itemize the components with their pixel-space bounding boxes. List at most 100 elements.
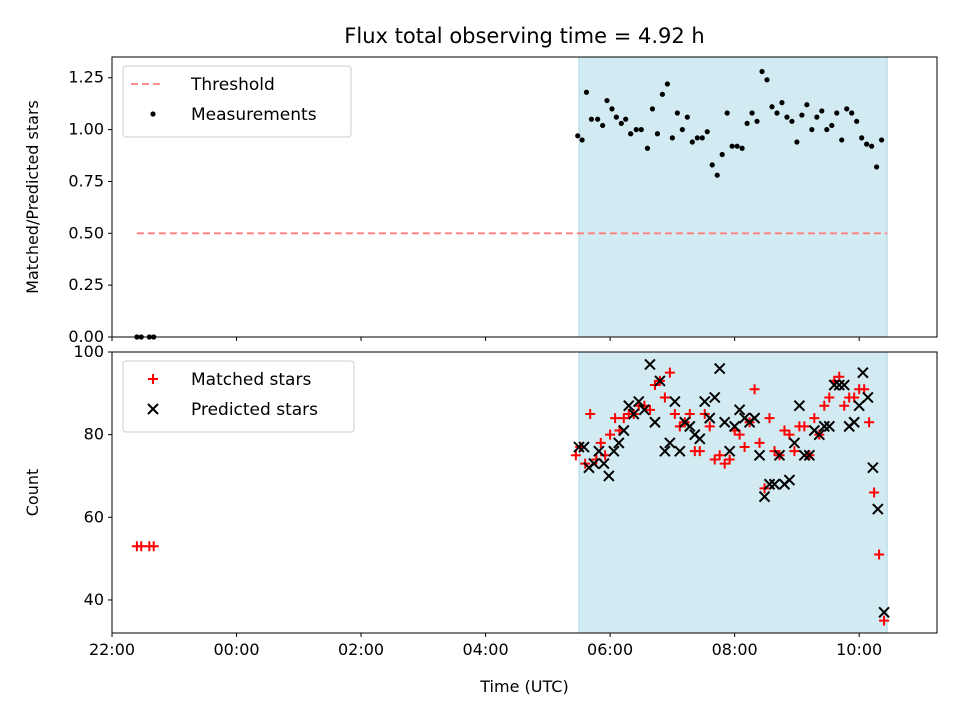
predicted-stars-point [793, 400, 806, 412]
legend-marker [150, 111, 156, 117]
predicted-stars-point [713, 362, 726, 375]
matched-stars-point [879, 615, 890, 626]
matched-stars-point [864, 417, 875, 428]
measurements-point [814, 114, 820, 120]
predicted-stars-point [674, 445, 686, 457]
matched-stars-point [714, 450, 725, 461]
measurements-point [804, 102, 810, 108]
measurements-point [849, 110, 855, 116]
y-tick-label: 60 [84, 507, 104, 526]
predicted-stars-point [728, 420, 741, 433]
predicted-stars-point [788, 437, 801, 449]
measurements-point [633, 126, 639, 133]
matched-stars-point [724, 454, 735, 465]
measurements-point [664, 81, 670, 87]
measurements-point [654, 131, 661, 137]
measurements-point [764, 77, 770, 83]
matched-stars-point [585, 408, 596, 419]
legend-box [122, 360, 355, 433]
measurements-point [784, 114, 790, 120]
measurements-point [854, 118, 860, 124]
measurements-point [864, 141, 870, 147]
x-tick-label: 22:00 [89, 640, 135, 659]
y-tick-label: 1.25 [68, 68, 104, 87]
measurements-point [694, 135, 700, 141]
predicted-stars-point [773, 449, 786, 462]
measurements-point [575, 133, 581, 139]
matched-stars-point [739, 442, 750, 453]
predicted-stars-point [833, 379, 845, 391]
measurements-point [754, 118, 760, 124]
y-axis-label: Count [23, 469, 42, 517]
measurements-point [829, 122, 835, 129]
predicted-stars-point [623, 400, 635, 412]
predicted-stars-point [628, 408, 640, 420]
measurements-point [659, 91, 666, 97]
y-tick-label: 0.00 [68, 327, 104, 346]
observing-window-shade [578, 56, 888, 338]
measurements-point [734, 143, 740, 149]
matched-stars-point [694, 446, 705, 457]
measurements-point [649, 106, 656, 112]
matched-stars-point [570, 450, 581, 461]
predicted-stars-point [649, 416, 661, 428]
measurements-point [644, 145, 651, 151]
x-tick-label: 08:00 [712, 640, 758, 659]
x-tick-label: 00:00 [213, 640, 259, 659]
predicted-stars-point [638, 404, 651, 416]
measurements-point [859, 135, 865, 141]
predicted-stars-point [853, 400, 865, 412]
predicted-stars-point [748, 412, 761, 424]
predicted-stars-point [753, 449, 766, 462]
matched-stars-point [669, 408, 680, 419]
measurements-point [794, 139, 800, 145]
matched-stars-point [644, 404, 655, 415]
measurements-point [714, 172, 720, 178]
y-tick-label: 1.00 [68, 120, 104, 139]
measurements-point [600, 122, 606, 129]
matched-stars-point [799, 421, 810, 432]
measurements-point [774, 110, 780, 116]
legend-box [122, 65, 352, 138]
predicted-stars-point [603, 470, 615, 482]
y-tick-label: 80 [84, 425, 104, 444]
predicted-stars-point [694, 433, 706, 445]
x-tick-label: 06:00 [587, 640, 633, 659]
measurements-point [739, 145, 745, 151]
measurements-point [623, 116, 629, 122]
predicted-stars-point [803, 449, 816, 462]
predicted-stars-point [659, 445, 671, 457]
measurements-point [744, 120, 750, 126]
measurements-point [674, 110, 680, 116]
y-tick-label: 40 [84, 590, 104, 609]
measurements-point [769, 104, 775, 110]
x-tick-label: 02:00 [338, 640, 384, 659]
predicted-stars-point [768, 478, 781, 490]
predicted-stars-point [578, 441, 590, 453]
measurements-point [609, 106, 615, 112]
measurements-point [759, 68, 765, 75]
predicted-stars-point [613, 437, 625, 449]
y-tick-label: 100 [73, 342, 104, 361]
measurements-point [839, 137, 845, 143]
predicted-stars-point [588, 457, 600, 470]
measurements-point [689, 139, 695, 145]
chart-title: Flux total observing time = 4.92 h [344, 24, 704, 48]
predicted-stars-point [818, 420, 831, 433]
measurements-point [824, 126, 830, 133]
predicted-stars-point [684, 420, 696, 433]
predicted-stars-point [699, 395, 711, 408]
axes-frame [111, 56, 938, 338]
matched-stars-point [839, 400, 850, 411]
legend-label: Measurements [191, 105, 317, 125]
legend-label: Threshold [190, 75, 275, 95]
predicted-stars-point [593, 445, 605, 457]
y-tick-label: 0.75 [68, 171, 104, 190]
measurements-point [729, 143, 735, 149]
matched-stars-point [869, 487, 880, 498]
predicted-stars-point [798, 449, 811, 462]
matched-stars-point [664, 367, 675, 378]
measurements-point [789, 118, 795, 124]
matched-stars-point [789, 446, 800, 457]
predicted-stars-point [838, 379, 850, 391]
